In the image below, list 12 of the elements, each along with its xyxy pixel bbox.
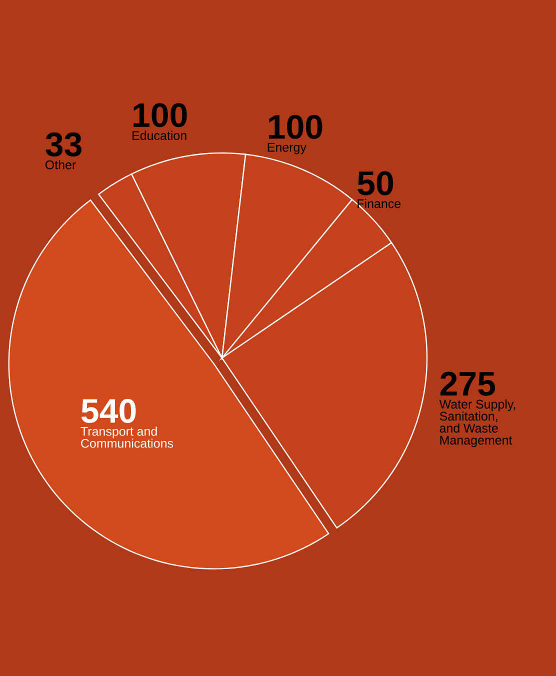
slice-label: Other bbox=[45, 160, 76, 170]
data-label: 100 bbox=[269, 114, 322, 139]
data-label: 33 bbox=[46, 132, 82, 156]
slice-label: Transport and Communications bbox=[80, 426, 174, 448]
slice-label: Finance bbox=[358, 198, 401, 208]
slice-label: Education bbox=[132, 130, 186, 140]
data-label: 275 bbox=[440, 372, 496, 396]
data-label: 100 bbox=[134, 103, 187, 128]
slice-label: Water Supply, Sanitation, and Waste Management bbox=[439, 399, 516, 448]
slice-label: Energy bbox=[268, 143, 306, 154]
data-label: 540 bbox=[81, 398, 136, 423]
data-label: 50 bbox=[358, 171, 394, 196]
